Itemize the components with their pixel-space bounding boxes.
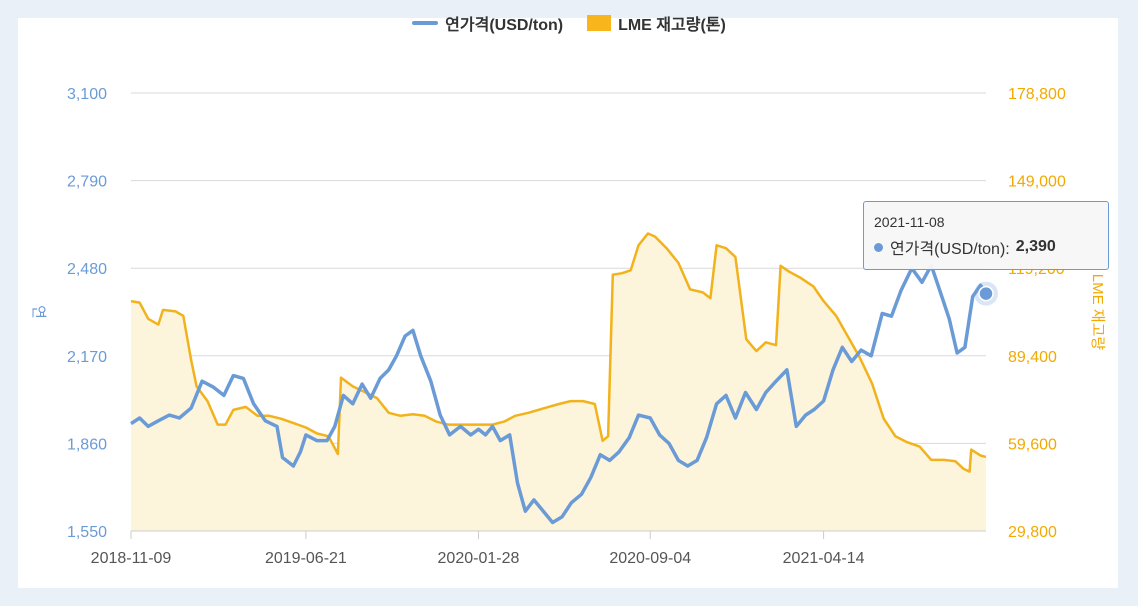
left-axis-title: 연	[30, 305, 47, 319]
stock-series-line	[130, 232, 987, 473]
hover-point	[978, 285, 994, 302]
legend-item-price[interactable]: 연가격(USD/ton)	[412, 11, 563, 35]
legend: 연가격(USD/ton) LME 재고량(톤)	[0, 11, 1138, 35]
legend-box-swatch	[587, 15, 612, 31]
x-tick-label: 2018-11-09	[91, 550, 172, 567]
hover-marker	[974, 281, 998, 306]
tooltip-value: 2,390	[1015, 238, 1056, 255]
left-tick-label: 2,790	[67, 174, 107, 191]
tooltip-dot	[874, 242, 883, 252]
right-tick-label: 178,800	[1008, 86, 1066, 103]
x-tick-label: 2019-06-21	[265, 550, 347, 567]
right-tick-label: 29,800	[1008, 524, 1057, 541]
x-tick-label: 2021-04-14	[783, 550, 865, 567]
tooltip-series-label: 연가격(USD/ton):	[890, 241, 1010, 258]
left-tick-label: 2,170	[67, 349, 107, 366]
stock-area-fill	[131, 233, 986, 531]
price-series-line	[130, 263, 988, 525]
right-tick-label: 89,400	[1008, 349, 1057, 366]
stock-area-layer	[130, 232, 987, 531]
tooltip: 2021-11-08 연가격(USD/ton): 2,390	[863, 201, 1109, 270]
legend-label-price: 연가격(USD/ton)	[445, 17, 564, 34]
left-axis-ticks: 1,550 1,860 2,170 2,480 2,790 3,100	[67, 86, 107, 541]
right-tick-label: 59,600	[1008, 436, 1057, 453]
legend-line-swatch	[412, 21, 439, 25]
legend-item-stock[interactable]: LME 재고량(톤)	[587, 11, 726, 35]
tooltip-row: 연가격(USD/ton): 2,390	[874, 235, 1108, 259]
right-axis-title: LME 재고량	[1089, 274, 1106, 351]
left-tick-label: 2,480	[67, 261, 107, 278]
left-tick-label: 3,100	[67, 86, 107, 103]
legend-label-stock: LME 재고량(톤)	[618, 17, 726, 34]
price-line-layer	[130, 263, 988, 525]
x-tick-label: 2020-09-04	[609, 550, 691, 567]
left-tick-label: 1,860	[67, 436, 107, 453]
x-axis-ticks: 2018-11-09 2019-06-21 2020-01-28 2020-09-04…	[91, 531, 865, 567]
right-tick-label: 149,000	[1008, 174, 1066, 191]
tooltip-date: 2021-11-08	[874, 214, 945, 230]
x-tick-label: 2020-01-28	[438, 550, 520, 567]
left-tick-label: 1,550	[67, 524, 107, 541]
